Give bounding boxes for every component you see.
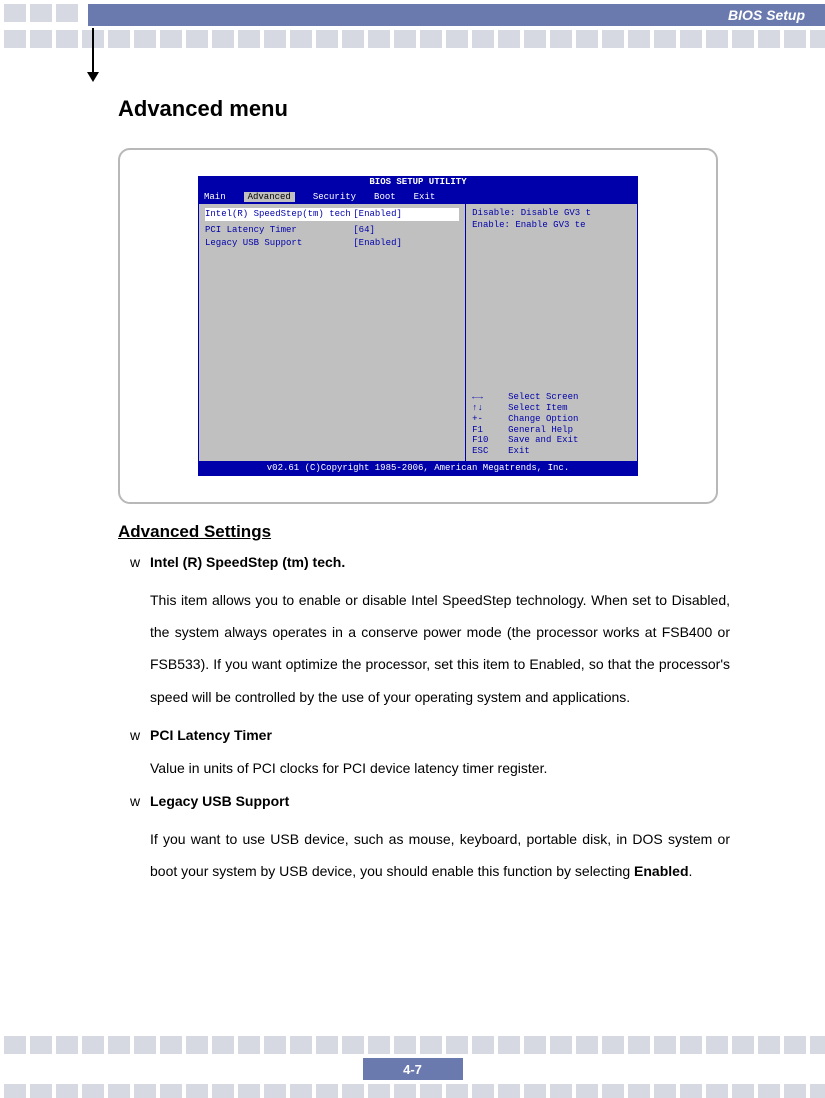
deco-row — [0, 1036, 825, 1054]
bios-setting-value: [64] — [353, 225, 459, 236]
item-title: PCI Latency Timer — [150, 727, 272, 743]
section-heading: Advanced Settings — [118, 522, 271, 542]
bios-setting-value: [Enabled] — [353, 238, 459, 249]
bios-setting-value: [Enabled] — [353, 209, 459, 220]
bios-setting-row[interactable]: PCI Latency Timer [64] — [205, 225, 459, 236]
bios-tab-exit[interactable]: Exit — [414, 192, 436, 203]
content-item: wLegacy USB Support If you want to use US… — [130, 793, 730, 887]
bios-screen: BIOS SETUP UTILITY Main Advanced Securit… — [198, 176, 638, 476]
arrow-line — [92, 28, 94, 76]
deco-row — [0, 30, 825, 50]
bios-tab-boot[interactable]: Boot — [374, 192, 396, 203]
content-body: wIntel (R) SpeedStep (tm) tech.This item… — [130, 554, 730, 902]
bios-setting-label: Intel(R) SpeedStep(tm) tech — [205, 209, 353, 220]
bios-utility-title: BIOS SETUP UTILITY — [198, 176, 638, 190]
page-footer: 4-7 — [0, 1058, 825, 1080]
bios-nav-keys: ←→Select Screen ↑↓Select Item +-Change O… — [472, 392, 631, 457]
bios-screenshot-frame: BIOS SETUP UTILITY Main Advanced Securit… — [118, 148, 718, 504]
deco-row — [0, 1084, 825, 1098]
header-bar: BIOS Setup — [88, 4, 825, 26]
bios-menu-bar: Main Advanced Security Boot Exit — [198, 190, 638, 204]
deco-row — [0, 4, 84, 24]
item-title: Legacy USB Support — [150, 793, 289, 809]
content-item: wIntel (R) SpeedStep (tm) tech. This item… — [130, 554, 730, 713]
item-body: This item allows you to enable or disabl… — [150, 584, 730, 713]
bios-help-text: Disable: Disable GV3 t Enable: Enable GV… — [472, 208, 631, 232]
item-title: Intel (R) SpeedStep (tm) tech. — [150, 554, 345, 570]
bios-setting-label: Legacy USB Support — [205, 238, 353, 249]
page-number: 4-7 — [363, 1058, 463, 1080]
bullet: w — [130, 554, 150, 570]
bios-copyright: v02.61 (C)Copyright 1985-2006, American … — [198, 462, 638, 476]
bios-tab-advanced[interactable]: Advanced — [244, 192, 295, 203]
bullet: w — [130, 793, 150, 809]
bios-body: Intel(R) SpeedStep(tm) tech [Enabled] PC… — [198, 204, 638, 462]
page-title: Advanced menu — [118, 96, 288, 122]
header-title: BIOS Setup — [728, 7, 805, 23]
bios-setting-row[interactable]: Intel(R) SpeedStep(tm) tech [Enabled] — [205, 208, 459, 221]
bios-setting-label: PCI Latency Timer — [205, 225, 353, 236]
bios-settings-panel: Intel(R) SpeedStep(tm) tech [Enabled] PC… — [199, 204, 466, 461]
arrow-down-icon — [87, 72, 99, 82]
bullet: w — [130, 727, 150, 743]
bios-tab-main[interactable]: Main — [204, 192, 226, 203]
item-body: Value in units of PCI clocks for PCI dev… — [150, 757, 730, 779]
bios-setting-row[interactable]: Legacy USB Support [Enabled] — [205, 238, 459, 249]
bios-help-panel: Disable: Disable GV3 t Enable: Enable GV… — [466, 204, 637, 461]
content-item: wPCI Latency Timer Value in units of PCI … — [130, 727, 730, 779]
bios-tab-security[interactable]: Security — [313, 192, 356, 203]
item-body: If you want to use USB device, such as m… — [150, 823, 730, 887]
